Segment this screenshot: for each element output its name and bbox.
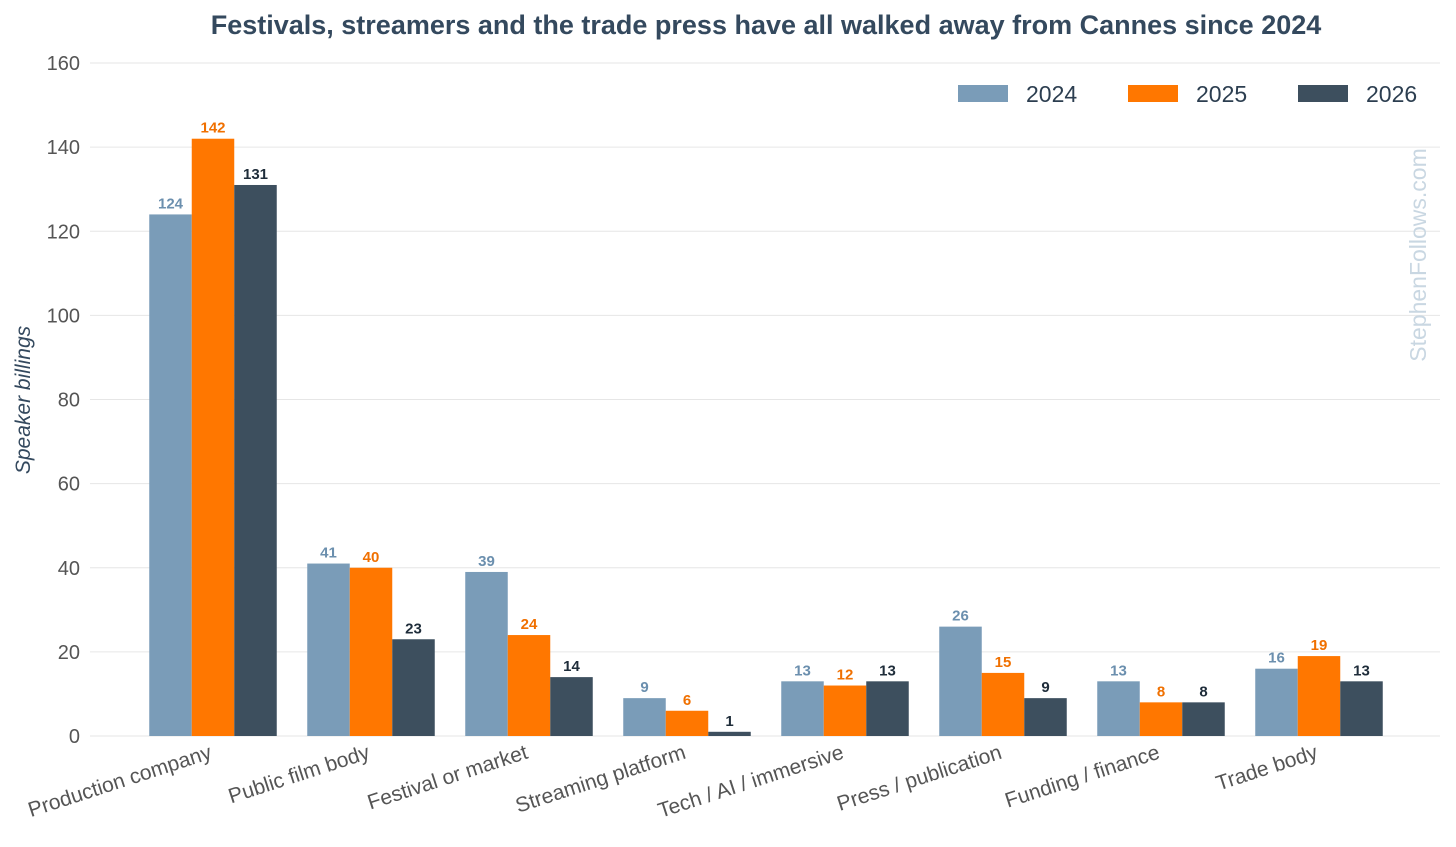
bar-value-label: 24 — [521, 616, 538, 633]
bar-value-label: 12 — [837, 667, 854, 684]
bar — [665, 710, 709, 736]
legend-label: 2024 — [1026, 81, 1077, 107]
x-tick-label: Production company — [25, 741, 215, 822]
bar-value-label: 19 — [1311, 637, 1328, 654]
x-tick-label: Trade body — [1213, 741, 1321, 796]
value-labels: 124 142 131 41 40 23 39 24 14 9 6 1 13 12 13 26 15 9 13 8 8 1… — [158, 120, 1370, 730]
legend-label: 2026 — [1366, 81, 1417, 107]
bar — [234, 184, 277, 736]
bar — [550, 677, 593, 736]
bar-value-label: 39 — [478, 553, 495, 570]
x-axis-ticks: Production company Public film bodyFestiv… — [25, 741, 1321, 823]
bar — [866, 681, 909, 736]
bars — [149, 138, 1383, 737]
bar — [708, 731, 751, 736]
bar — [465, 571, 508, 736]
bar — [1024, 698, 1067, 736]
y-tick-label: 160 — [47, 53, 80, 75]
bar — [392, 639, 435, 736]
bar — [307, 563, 350, 736]
bar — [623, 698, 666, 736]
bar — [1139, 702, 1183, 736]
bar-value-label: 1 — [725, 713, 733, 730]
bar-value-label: 8 — [1157, 683, 1165, 700]
bar — [149, 214, 192, 737]
y-tick-label: 40 — [58, 558, 80, 580]
y-tick-label: 0 — [69, 726, 80, 748]
bar — [781, 681, 824, 736]
watermark: StephenFollows.com — [1405, 148, 1431, 362]
bar — [349, 567, 393, 736]
bar — [507, 635, 551, 736]
x-tick-label: Press / publication — [834, 741, 1004, 816]
bar-value-label: 26 — [952, 608, 969, 625]
y-axis-label: Speaker billings — [12, 325, 35, 474]
bar — [981, 672, 1025, 736]
chart-title: Festivals, streamers and the trade press… — [211, 10, 1322, 40]
y-tick-label: 60 — [58, 474, 80, 496]
bar-value-label: 16 — [1268, 650, 1285, 667]
legend-swatch — [958, 85, 1008, 102]
bar-value-label: 13 — [1110, 662, 1127, 679]
bar-value-label: 13 — [1353, 662, 1370, 679]
bar — [191, 138, 235, 736]
legend-swatch — [1128, 85, 1178, 102]
bar-value-label: 9 — [1041, 679, 1049, 696]
bar-value-label: 9 — [640, 679, 648, 696]
bar-value-label: 40 — [363, 549, 380, 566]
bar — [1297, 656, 1341, 736]
legend-label: 2025 — [1196, 81, 1247, 107]
legend-swatch — [1298, 85, 1348, 102]
bar — [939, 626, 982, 736]
y-axis-ticks: 0 20 40 60 80 100 120 140 160 — [47, 53, 80, 748]
bar — [823, 685, 867, 736]
bar — [1097, 681, 1140, 736]
y-tick-label: 100 — [47, 305, 80, 327]
bar-value-label: 131 — [243, 166, 268, 183]
bar-value-label: 14 — [563, 658, 580, 675]
x-tick-label: Public film body — [226, 741, 373, 808]
bar-value-label: 8 — [1199, 683, 1207, 700]
x-tick-label: Funding / finance — [1002, 741, 1162, 813]
y-tick-label: 120 — [47, 221, 80, 243]
bar-value-label: 13 — [794, 662, 811, 679]
bar-value-label: 124 — [158, 195, 184, 212]
bar-value-label: 142 — [200, 120, 225, 137]
x-tick-label: Festival or market — [365, 741, 531, 814]
grid-lines — [90, 62, 1440, 737]
bar-value-label: 13 — [879, 662, 896, 679]
bar — [1182, 702, 1225, 736]
bar — [1340, 681, 1383, 736]
y-tick-label: 80 — [58, 390, 80, 412]
y-tick-label: 20 — [58, 642, 80, 664]
bar — [1255, 668, 1298, 736]
y-tick-label: 140 — [47, 137, 80, 159]
legend: 2024 2025 2026 — [958, 81, 1417, 107]
bar-value-label: 23 — [405, 620, 422, 637]
bar-value-label: 15 — [995, 654, 1012, 671]
bar-value-label: 41 — [320, 545, 337, 562]
bar-value-label: 6 — [683, 692, 691, 709]
